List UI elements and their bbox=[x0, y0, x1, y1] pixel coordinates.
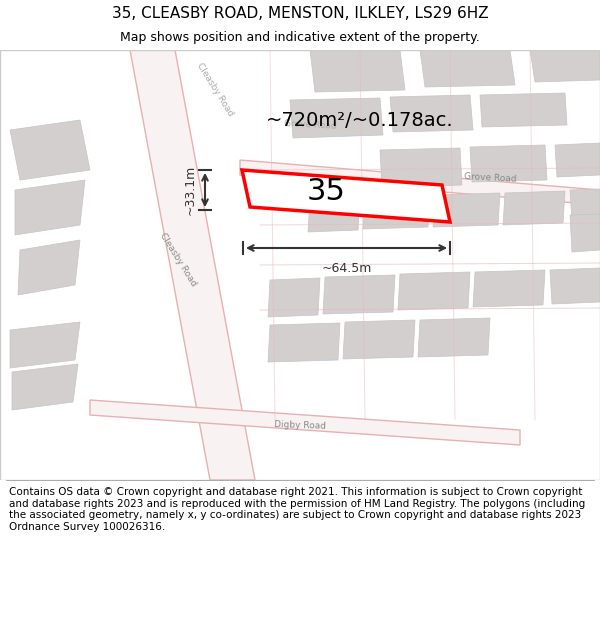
Text: ~64.5m: ~64.5m bbox=[322, 262, 371, 275]
Polygon shape bbox=[433, 193, 500, 227]
Polygon shape bbox=[18, 240, 80, 295]
Polygon shape bbox=[15, 180, 85, 235]
Polygon shape bbox=[555, 143, 600, 177]
Polygon shape bbox=[530, 50, 600, 82]
Polygon shape bbox=[290, 98, 383, 138]
Text: Cleasby Road: Cleasby Road bbox=[158, 232, 198, 288]
Text: Contains OS data © Crown copyright and database right 2021. This information is : Contains OS data © Crown copyright and d… bbox=[9, 488, 585, 532]
Polygon shape bbox=[308, 198, 360, 232]
Polygon shape bbox=[323, 275, 395, 314]
Polygon shape bbox=[473, 270, 545, 307]
Polygon shape bbox=[480, 93, 567, 127]
Polygon shape bbox=[390, 95, 473, 132]
Polygon shape bbox=[10, 120, 90, 180]
Polygon shape bbox=[90, 400, 520, 445]
Polygon shape bbox=[398, 272, 470, 310]
Polygon shape bbox=[12, 364, 78, 410]
Polygon shape bbox=[503, 191, 565, 225]
Text: 35, CLEASBY ROAD, MENSTON, ILKLEY, LS29 6HZ: 35, CLEASBY ROAD, MENSTON, ILKLEY, LS29 … bbox=[112, 6, 488, 21]
Text: 35: 35 bbox=[307, 176, 346, 206]
Polygon shape bbox=[10, 322, 80, 368]
Polygon shape bbox=[240, 160, 600, 205]
Polygon shape bbox=[550, 268, 600, 304]
Polygon shape bbox=[570, 189, 600, 222]
Text: ~33.1m: ~33.1m bbox=[184, 165, 197, 215]
Text: Grove Road: Grove Road bbox=[284, 119, 337, 131]
Polygon shape bbox=[268, 323, 340, 362]
Text: ~720m²/~0.178ac.: ~720m²/~0.178ac. bbox=[266, 111, 454, 129]
Text: Cleasby Road: Cleasby Road bbox=[195, 62, 235, 118]
Text: Map shows position and indicative extent of the property.: Map shows position and indicative extent… bbox=[120, 31, 480, 44]
Polygon shape bbox=[570, 214, 600, 252]
Polygon shape bbox=[310, 50, 405, 92]
Polygon shape bbox=[242, 170, 450, 222]
Polygon shape bbox=[380, 148, 462, 188]
Polygon shape bbox=[268, 278, 320, 317]
Polygon shape bbox=[470, 145, 547, 182]
Polygon shape bbox=[418, 318, 490, 357]
Polygon shape bbox=[130, 50, 255, 480]
Polygon shape bbox=[363, 195, 430, 229]
Text: Digby Road: Digby Road bbox=[274, 419, 326, 431]
Polygon shape bbox=[343, 320, 415, 359]
Text: Grove Road: Grove Road bbox=[464, 172, 517, 184]
Polygon shape bbox=[420, 50, 515, 87]
